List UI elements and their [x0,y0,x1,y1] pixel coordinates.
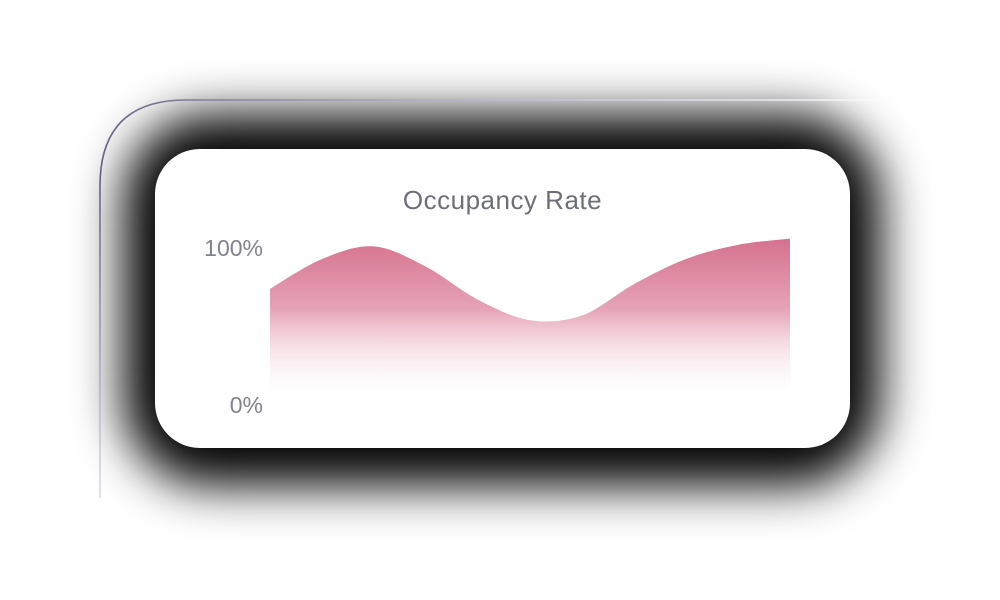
area-series [270,238,790,407]
occupancy-card: Occupancy Rate 100% 0% [155,149,850,448]
occupancy-area-chart [270,238,790,407]
